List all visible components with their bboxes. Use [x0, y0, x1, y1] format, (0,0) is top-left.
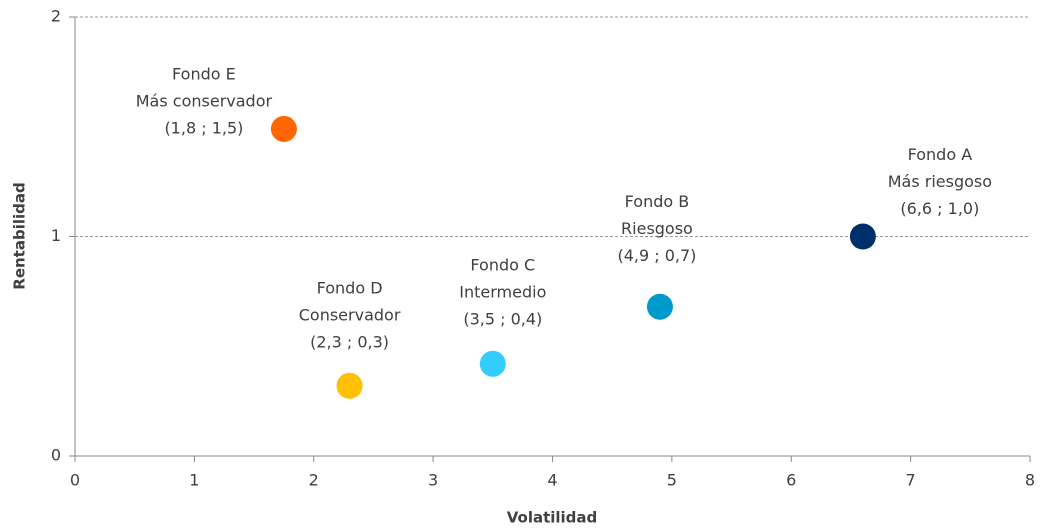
point [270, 115, 297, 142]
x-tick-label: 0 [70, 471, 80, 490]
x-tick-label: 8 [1025, 471, 1035, 490]
y-tick-label: 2 [51, 7, 61, 26]
point-value-label: (4,9 ; 0,7) [617, 246, 696, 265]
x-axis-title: Volatilidad [507, 509, 598, 527]
y-tick-label: 1 [51, 226, 61, 245]
point [336, 372, 363, 399]
x-tick-label: 3 [428, 471, 438, 490]
x-tick-label: 2 [309, 471, 319, 490]
point [479, 350, 506, 377]
x-tick-label: 6 [786, 471, 796, 490]
point-value-label: (2,3 ; 0,3) [310, 332, 389, 351]
point-value-label: (6,6 ; 1,0) [900, 199, 979, 218]
point-value-label: (3,5 ; 0,4) [463, 309, 542, 328]
point-description: Más riesgoso [888, 172, 992, 191]
y-tick-label: 0 [51, 446, 61, 465]
point-description: Conservador [299, 305, 401, 324]
point-description: Más conservador [136, 91, 273, 110]
point-name: Fondo A [908, 145, 973, 164]
y-axis-title: Rentabilidad [11, 182, 29, 289]
point [849, 223, 876, 250]
x-tick-label: 4 [547, 471, 557, 490]
point-name: Fondo B [625, 192, 690, 211]
point-name: Fondo E [172, 64, 236, 83]
x-tick-label: 7 [906, 471, 916, 490]
point-value-label: (1,8 ; 1,5) [164, 118, 243, 137]
point-name: Fondo D [317, 278, 383, 297]
point [646, 293, 673, 320]
point-description: Intermedio [459, 282, 546, 301]
x-tick-label: 5 [667, 471, 677, 490]
point-name: Fondo C [470, 255, 535, 274]
point-description: Riesgoso [621, 219, 693, 238]
x-tick-label: 1 [189, 471, 199, 490]
